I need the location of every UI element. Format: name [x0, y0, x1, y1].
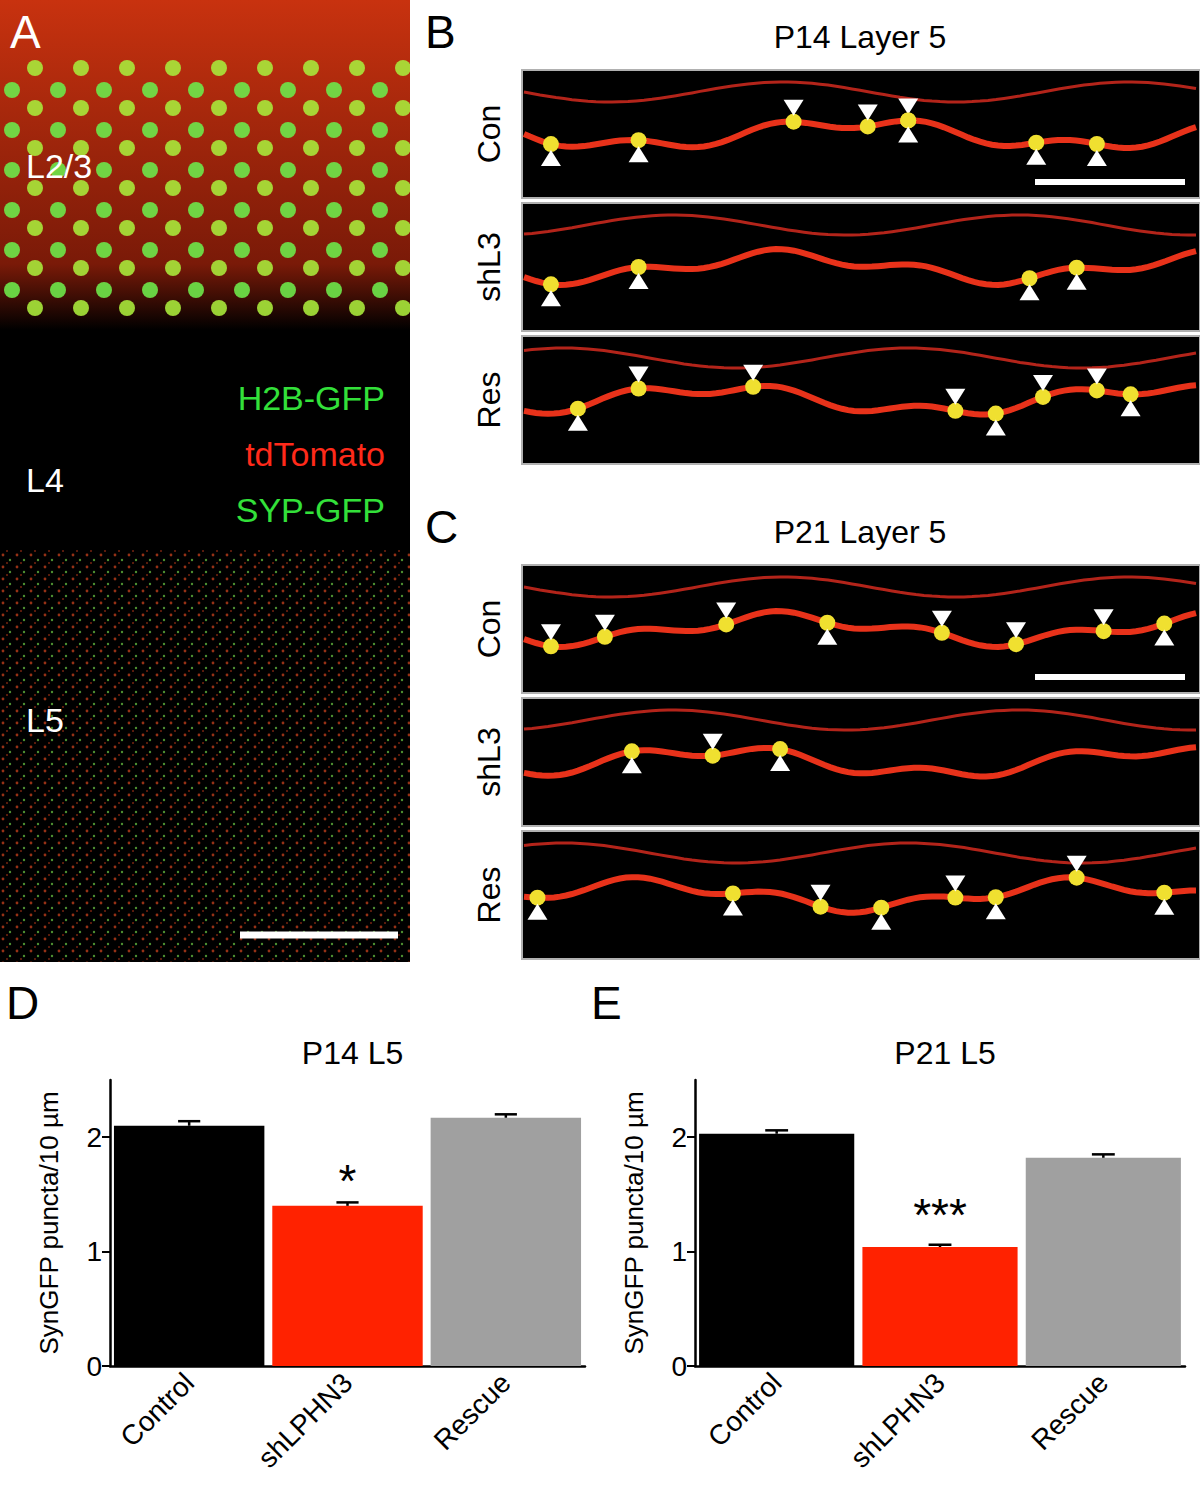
- svg-text:H2B-GFP: H2B-GFP: [238, 379, 385, 417]
- svg-text:Control: Control: [114, 1367, 200, 1453]
- svg-text:L5: L5: [26, 701, 64, 739]
- svg-text:P21 Layer 5: P21 Layer 5: [774, 514, 947, 550]
- svg-text:SynGFP puncta/10 µm: SynGFP puncta/10 µm: [619, 1091, 649, 1354]
- svg-text:L2/3: L2/3: [26, 147, 92, 185]
- svg-text:shL3: shL3: [471, 232, 507, 301]
- svg-text:2: 2: [86, 1122, 102, 1153]
- svg-text:shLPHN3: shLPHN3: [844, 1367, 951, 1474]
- svg-text:***: ***: [913, 1189, 967, 1241]
- svg-text:*: *: [339, 1155, 357, 1207]
- svg-text:P14 Layer 5: P14 Layer 5: [774, 19, 947, 55]
- svg-text:1: 1: [86, 1236, 102, 1267]
- svg-text:shLPHN3: shLPHN3: [252, 1367, 359, 1474]
- svg-text:0: 0: [86, 1351, 102, 1382]
- svg-text:Res: Res: [471, 372, 507, 429]
- svg-text:Rescue: Rescue: [428, 1367, 517, 1456]
- svg-text:SynGFP puncta/10 µm: SynGFP puncta/10 µm: [34, 1091, 64, 1354]
- svg-text:P14 L5: P14 L5: [302, 1035, 403, 1071]
- svg-text:P21 L5: P21 L5: [894, 1035, 995, 1071]
- svg-text:Res: Res: [471, 867, 507, 924]
- svg-text:Con: Con: [471, 105, 507, 164]
- svg-text:E: E: [591, 977, 622, 1029]
- svg-text:D: D: [6, 977, 39, 1029]
- svg-text:B: B: [425, 6, 456, 58]
- svg-text:2: 2: [671, 1122, 687, 1153]
- svg-text:Con: Con: [471, 600, 507, 659]
- svg-text:Control: Control: [702, 1367, 788, 1453]
- svg-text:shL3: shL3: [471, 727, 507, 796]
- svg-text:SYP-GFP: SYP-GFP: [236, 491, 385, 529]
- svg-text:L4: L4: [26, 461, 64, 499]
- svg-text:1: 1: [671, 1236, 687, 1267]
- svg-text:0: 0: [671, 1351, 687, 1382]
- svg-text:A: A: [10, 6, 41, 58]
- svg-text:C: C: [425, 501, 458, 553]
- svg-text:Rescue: Rescue: [1025, 1367, 1114, 1456]
- svg-text:tdTomato: tdTomato: [245, 435, 385, 473]
